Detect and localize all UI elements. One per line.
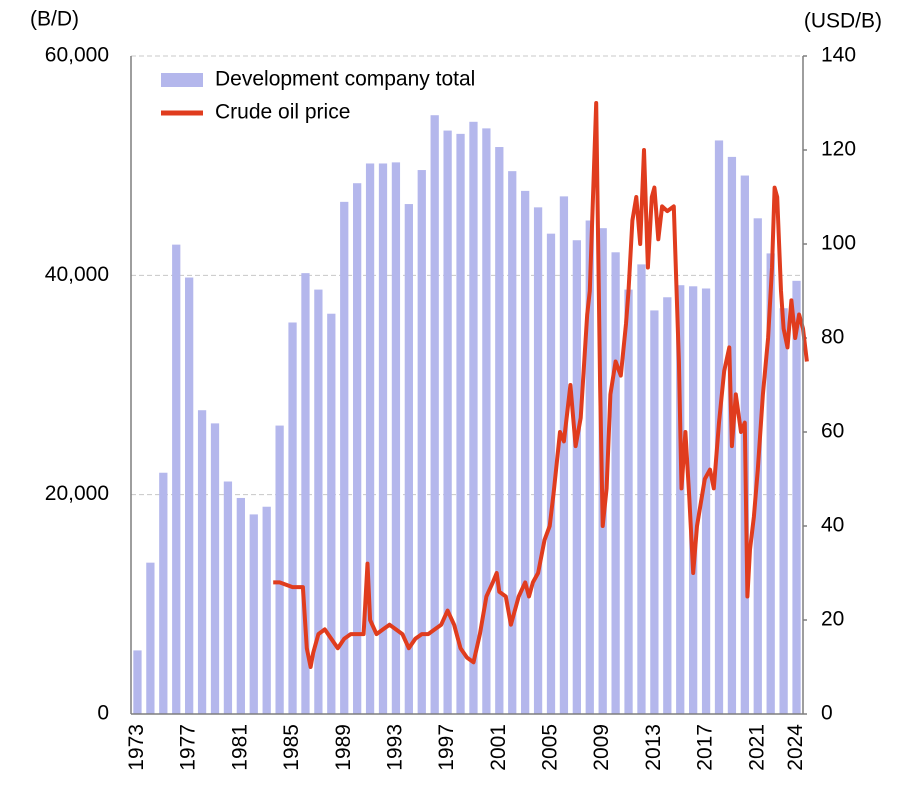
x-tick-label: 1977 [177,724,200,771]
x-tick-label: 2021 [745,724,768,771]
bar [210,423,220,714]
bar [301,273,310,714]
bar [133,650,142,714]
y2-tick-label: 20 [821,608,844,631]
y2-tick-label: 40 [821,514,844,537]
legend-swatch [161,73,203,87]
bar [559,196,569,714]
bar [663,297,672,714]
x-tick-label: 1985 [280,724,303,771]
bar [159,472,168,714]
y-axis-title: (B/D) [30,8,79,31]
bar [391,162,401,715]
bar [779,308,788,714]
bar [469,121,478,715]
bar [676,285,685,714]
bar [689,286,698,714]
bar [236,497,245,714]
x-tick-label: 1997 [435,724,458,771]
y-tick-label: 40,000 [45,263,109,286]
bar [327,313,336,714]
x-tick-label: 2001 [487,724,510,771]
bar [546,233,556,714]
bar [430,115,439,715]
bar [185,277,194,714]
bar [456,133,465,714]
bar [314,289,323,714]
y2-tick-label: 0 [821,702,833,725]
bar [495,147,504,715]
x-tick-label: 1989 [332,724,355,771]
x-tick-label: 2013 [642,724,665,771]
bar [417,170,426,714]
bar [443,130,452,714]
bar [275,425,284,714]
bar [340,201,349,714]
x-tick-label: 2009 [590,724,613,771]
legend-label: Crude oil price [215,101,350,124]
y-tick-label: 60,000 [45,44,109,67]
y-tick-label: 0 [97,702,109,725]
bar [197,410,207,714]
bar [508,171,517,714]
legend-label: Development company total [215,68,475,91]
bar [766,253,775,714]
x-tick-label: 1973 [125,724,148,771]
bar [637,264,646,714]
bar [533,207,543,714]
bar [249,514,258,714]
bar [650,310,659,714]
bar [482,128,491,714]
x-tick-label: 2017 [694,724,717,771]
bar [223,481,233,714]
bar [792,280,801,714]
y2-tick-label: 100 [821,232,856,255]
bar [585,220,594,714]
y-tick-label: 20,000 [45,482,109,505]
x-tick-label: 1981 [228,724,251,771]
y2-tick-label: 140 [821,44,856,67]
bar [624,289,633,714]
bar [572,240,581,715]
bar [288,322,297,714]
y2-tick-label: 120 [821,138,856,161]
x-tick-label: 2024 [784,724,807,771]
bar [701,288,711,714]
bar [378,163,388,714]
bar [521,190,530,714]
bar [353,183,362,715]
bar [365,163,375,714]
bar [262,506,271,714]
bar [146,562,155,714]
price-line [273,101,809,669]
y2-axis-title: (USD/B) [804,10,882,33]
x-tick-label: 1993 [383,724,406,771]
y2-tick-label: 80 [821,326,844,349]
bar [172,244,181,715]
bar [611,252,620,714]
x-tick-label: 2005 [539,724,562,771]
bar [404,204,413,715]
y2-tick-label: 60 [821,420,844,443]
